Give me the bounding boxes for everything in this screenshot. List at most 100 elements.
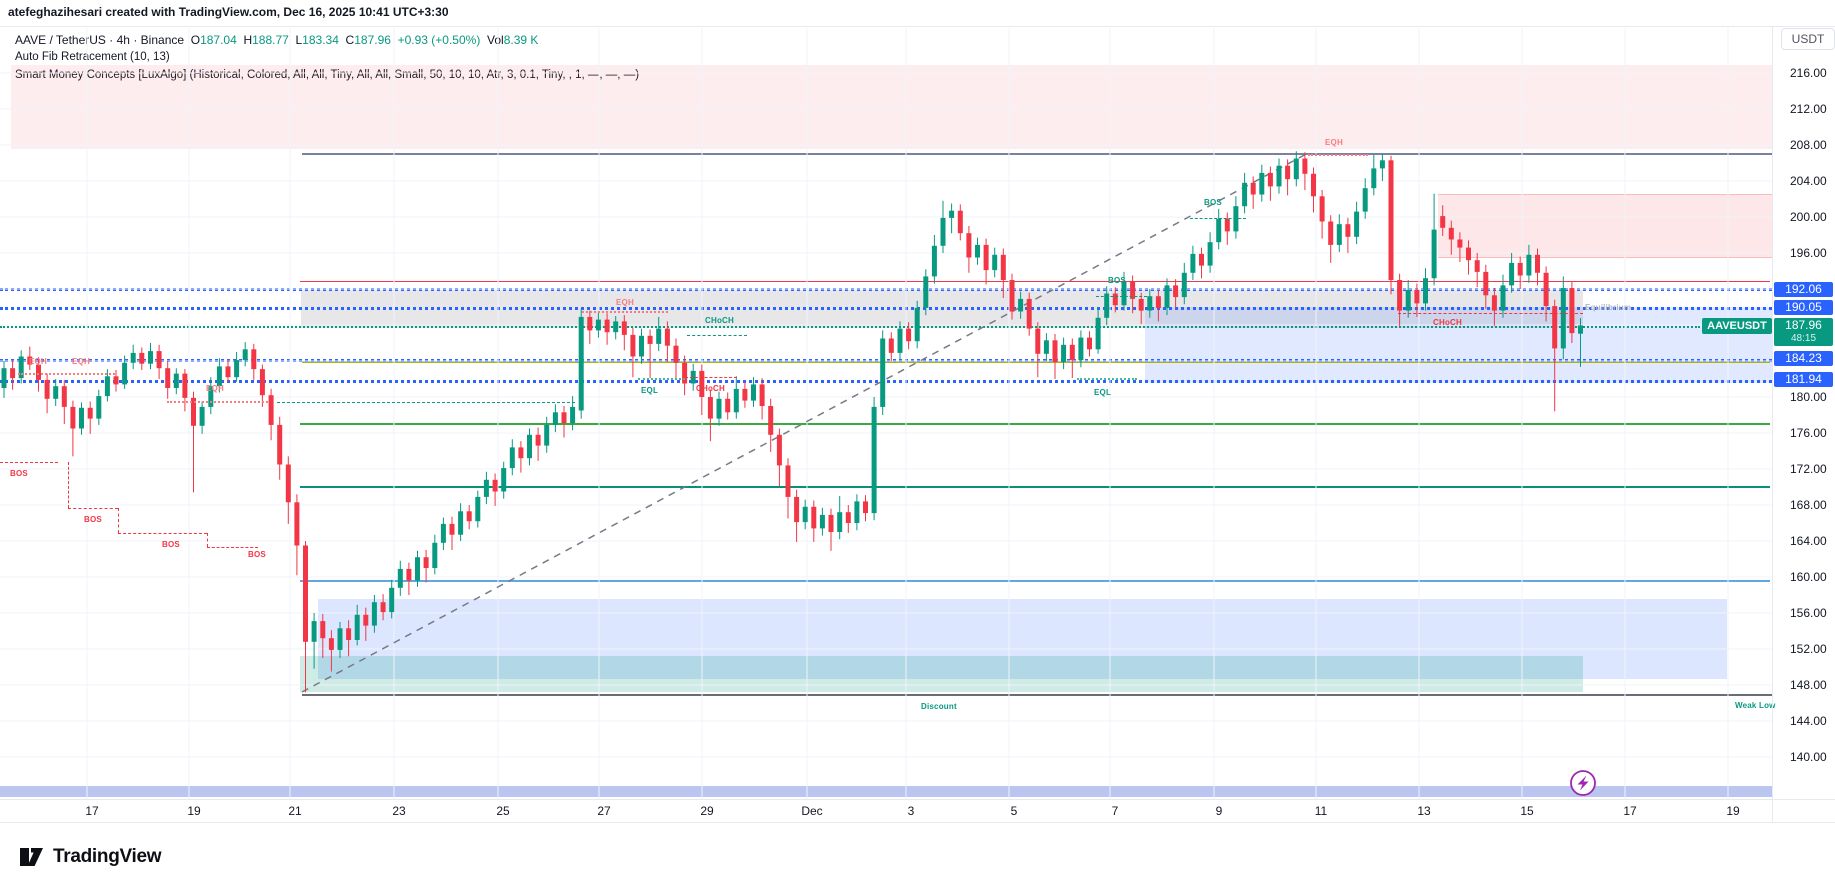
structure-line	[687, 335, 747, 336]
close-key: C	[345, 33, 355, 47]
indicator-fib-legend[interactable]: Auto Fib Retracement (10, 13)	[15, 51, 170, 63]
time-tick-25: 25	[496, 804, 510, 818]
time-tick-3: 3	[907, 804, 915, 818]
structure-line	[638, 378, 685, 380]
time-tick-19: 19	[1726, 804, 1740, 818]
price-tick: 172.00	[1790, 462, 1827, 476]
annotation-bos: BOS	[1204, 198, 1222, 207]
discount-blue-zone	[318, 599, 1727, 679]
structure-line	[207, 547, 258, 548]
annotation-eqh: EQH	[29, 357, 47, 366]
time-tick-13: 13	[1417, 804, 1431, 818]
price-tick: 164.00	[1790, 534, 1827, 548]
symbol-title[interactable]: AAVE / TetherUS	[15, 33, 106, 47]
annotation-eqh: EQH	[72, 357, 90, 366]
strong-low-line	[302, 694, 1772, 696]
open-value: 187.04	[200, 33, 237, 47]
premium-zone	[11, 65, 1772, 149]
annotation-eql: EQL	[641, 386, 659, 395]
symbol-legend[interactable]: AAVE / TetherUS · 4h · Binance O187.04 H…	[15, 33, 539, 47]
time-tick-9: 9	[1215, 804, 1223, 818]
structure-line	[1398, 313, 1583, 314]
time-tick-19: 19	[187, 804, 201, 818]
structure-line	[68, 508, 118, 509]
demand-box-mid	[1145, 307, 1772, 383]
fib-05-line	[300, 423, 1770, 425]
annotation-weak-low: Weak Low	[1735, 701, 1776, 710]
time-tick-17: 17	[85, 804, 99, 818]
bottom-session-band	[0, 786, 1772, 797]
structure-line	[18, 373, 115, 375]
structure-line	[118, 533, 207, 534]
fib-1-line	[302, 153, 1772, 155]
indicator-smc-legend[interactable]: Smart Money Concepts [LuxAlgo] (Historic…	[15, 69, 640, 81]
price-label-184.23: 184.23	[1774, 351, 1833, 366]
time-tick-Dec: Dec	[801, 804, 823, 818]
time-tick-15: 15	[1520, 804, 1534, 818]
last-price-line	[0, 326, 1700, 328]
header-divider	[0, 26, 1835, 27]
structure-line	[118, 508, 119, 533]
lightning-event-marker[interactable]	[1570, 770, 1596, 796]
time-tick-23: 23	[392, 804, 406, 818]
structure-line	[0, 462, 58, 463]
price-tick: 168.00	[1790, 498, 1827, 512]
annotation-equilibrium: Equilibrium	[1585, 303, 1632, 312]
time-tick-7: 7	[1111, 804, 1119, 818]
structure-line	[1190, 218, 1246, 219]
price-label-190.05: 190.05	[1774, 300, 1833, 315]
structure-line	[685, 377, 737, 378]
annotation-eqh: EQH	[616, 298, 634, 307]
annotation-bos: BOS	[84, 515, 102, 524]
structure-line	[68, 462, 69, 508]
volume-key: Vol	[487, 33, 504, 47]
price-tick: 180.00	[1790, 390, 1827, 404]
interval-label[interactable]: 4h	[116, 33, 130, 47]
time-tick-21: 21	[288, 804, 302, 818]
structure-line	[1096, 296, 1147, 297]
credit-line: atefeghazihesari created with TradingVie…	[8, 5, 449, 19]
annotation-bos: BOS	[1108, 276, 1126, 285]
exchange-label[interactable]: Binance	[140, 33, 185, 47]
time-tick-27: 27	[597, 804, 611, 818]
annotation-eqh: EQH	[206, 384, 224, 393]
tradingview-logo[interactable]: TradingView	[18, 843, 162, 870]
price-tick: 216.00	[1790, 66, 1827, 80]
price-tick: 152.00	[1790, 642, 1827, 656]
time-tick-29: 29	[700, 804, 714, 818]
price-tick: 200.00	[1790, 210, 1827, 224]
annotation-eqh: EQH	[1325, 138, 1343, 147]
structure-line	[1308, 154, 1368, 156]
fib-0236-line	[300, 580, 1770, 582]
price-axis-divider	[1772, 27, 1773, 822]
annotation-eql: EQL	[1094, 388, 1112, 397]
time-tick-5: 5	[1010, 804, 1018, 818]
price-label-181.94: 181.94	[1774, 372, 1833, 387]
annotation-choch: CHoCH	[696, 384, 725, 393]
annotation-bos: BOS	[162, 540, 180, 549]
price-axis[interactable]: USDT 216.00 212.00 208.00 204.00 200.00 196.0…	[1772, 27, 1835, 799]
annotation-discount: Discount	[921, 702, 957, 711]
price-tick: 144.00	[1790, 714, 1827, 728]
currency-toggle-button[interactable]: USDT	[1781, 28, 1835, 50]
low-key: L	[295, 33, 303, 47]
annotation-choch: CHoCH	[1433, 318, 1462, 327]
change-value: +0.93 (+0.50%)	[397, 33, 481, 47]
structure-line	[1077, 378, 1137, 380]
price-tick: 156.00	[1790, 606, 1827, 620]
high-key: H	[243, 33, 253, 47]
price-tick: 160.00	[1790, 570, 1827, 584]
time-tick-17: 17	[1623, 804, 1637, 818]
structure-line	[277, 402, 575, 403]
fib-0786-line	[300, 281, 1770, 282]
price-tick: 148.00	[1790, 678, 1827, 692]
supply-box	[1438, 194, 1772, 258]
level-190-05	[0, 307, 1772, 310]
price-tick: 204.00	[1790, 174, 1827, 188]
time-axis[interactable]: 17 19 21 23 25 27 29 Dec 3 5 7 9 11 13 15 17 19	[0, 800, 1772, 822]
discount-green-zone	[300, 656, 1583, 692]
countdown-timer: 48:15	[1790, 333, 1817, 344]
footer-divider	[0, 822, 1835, 823]
price-tick: 176.00	[1790, 426, 1827, 440]
